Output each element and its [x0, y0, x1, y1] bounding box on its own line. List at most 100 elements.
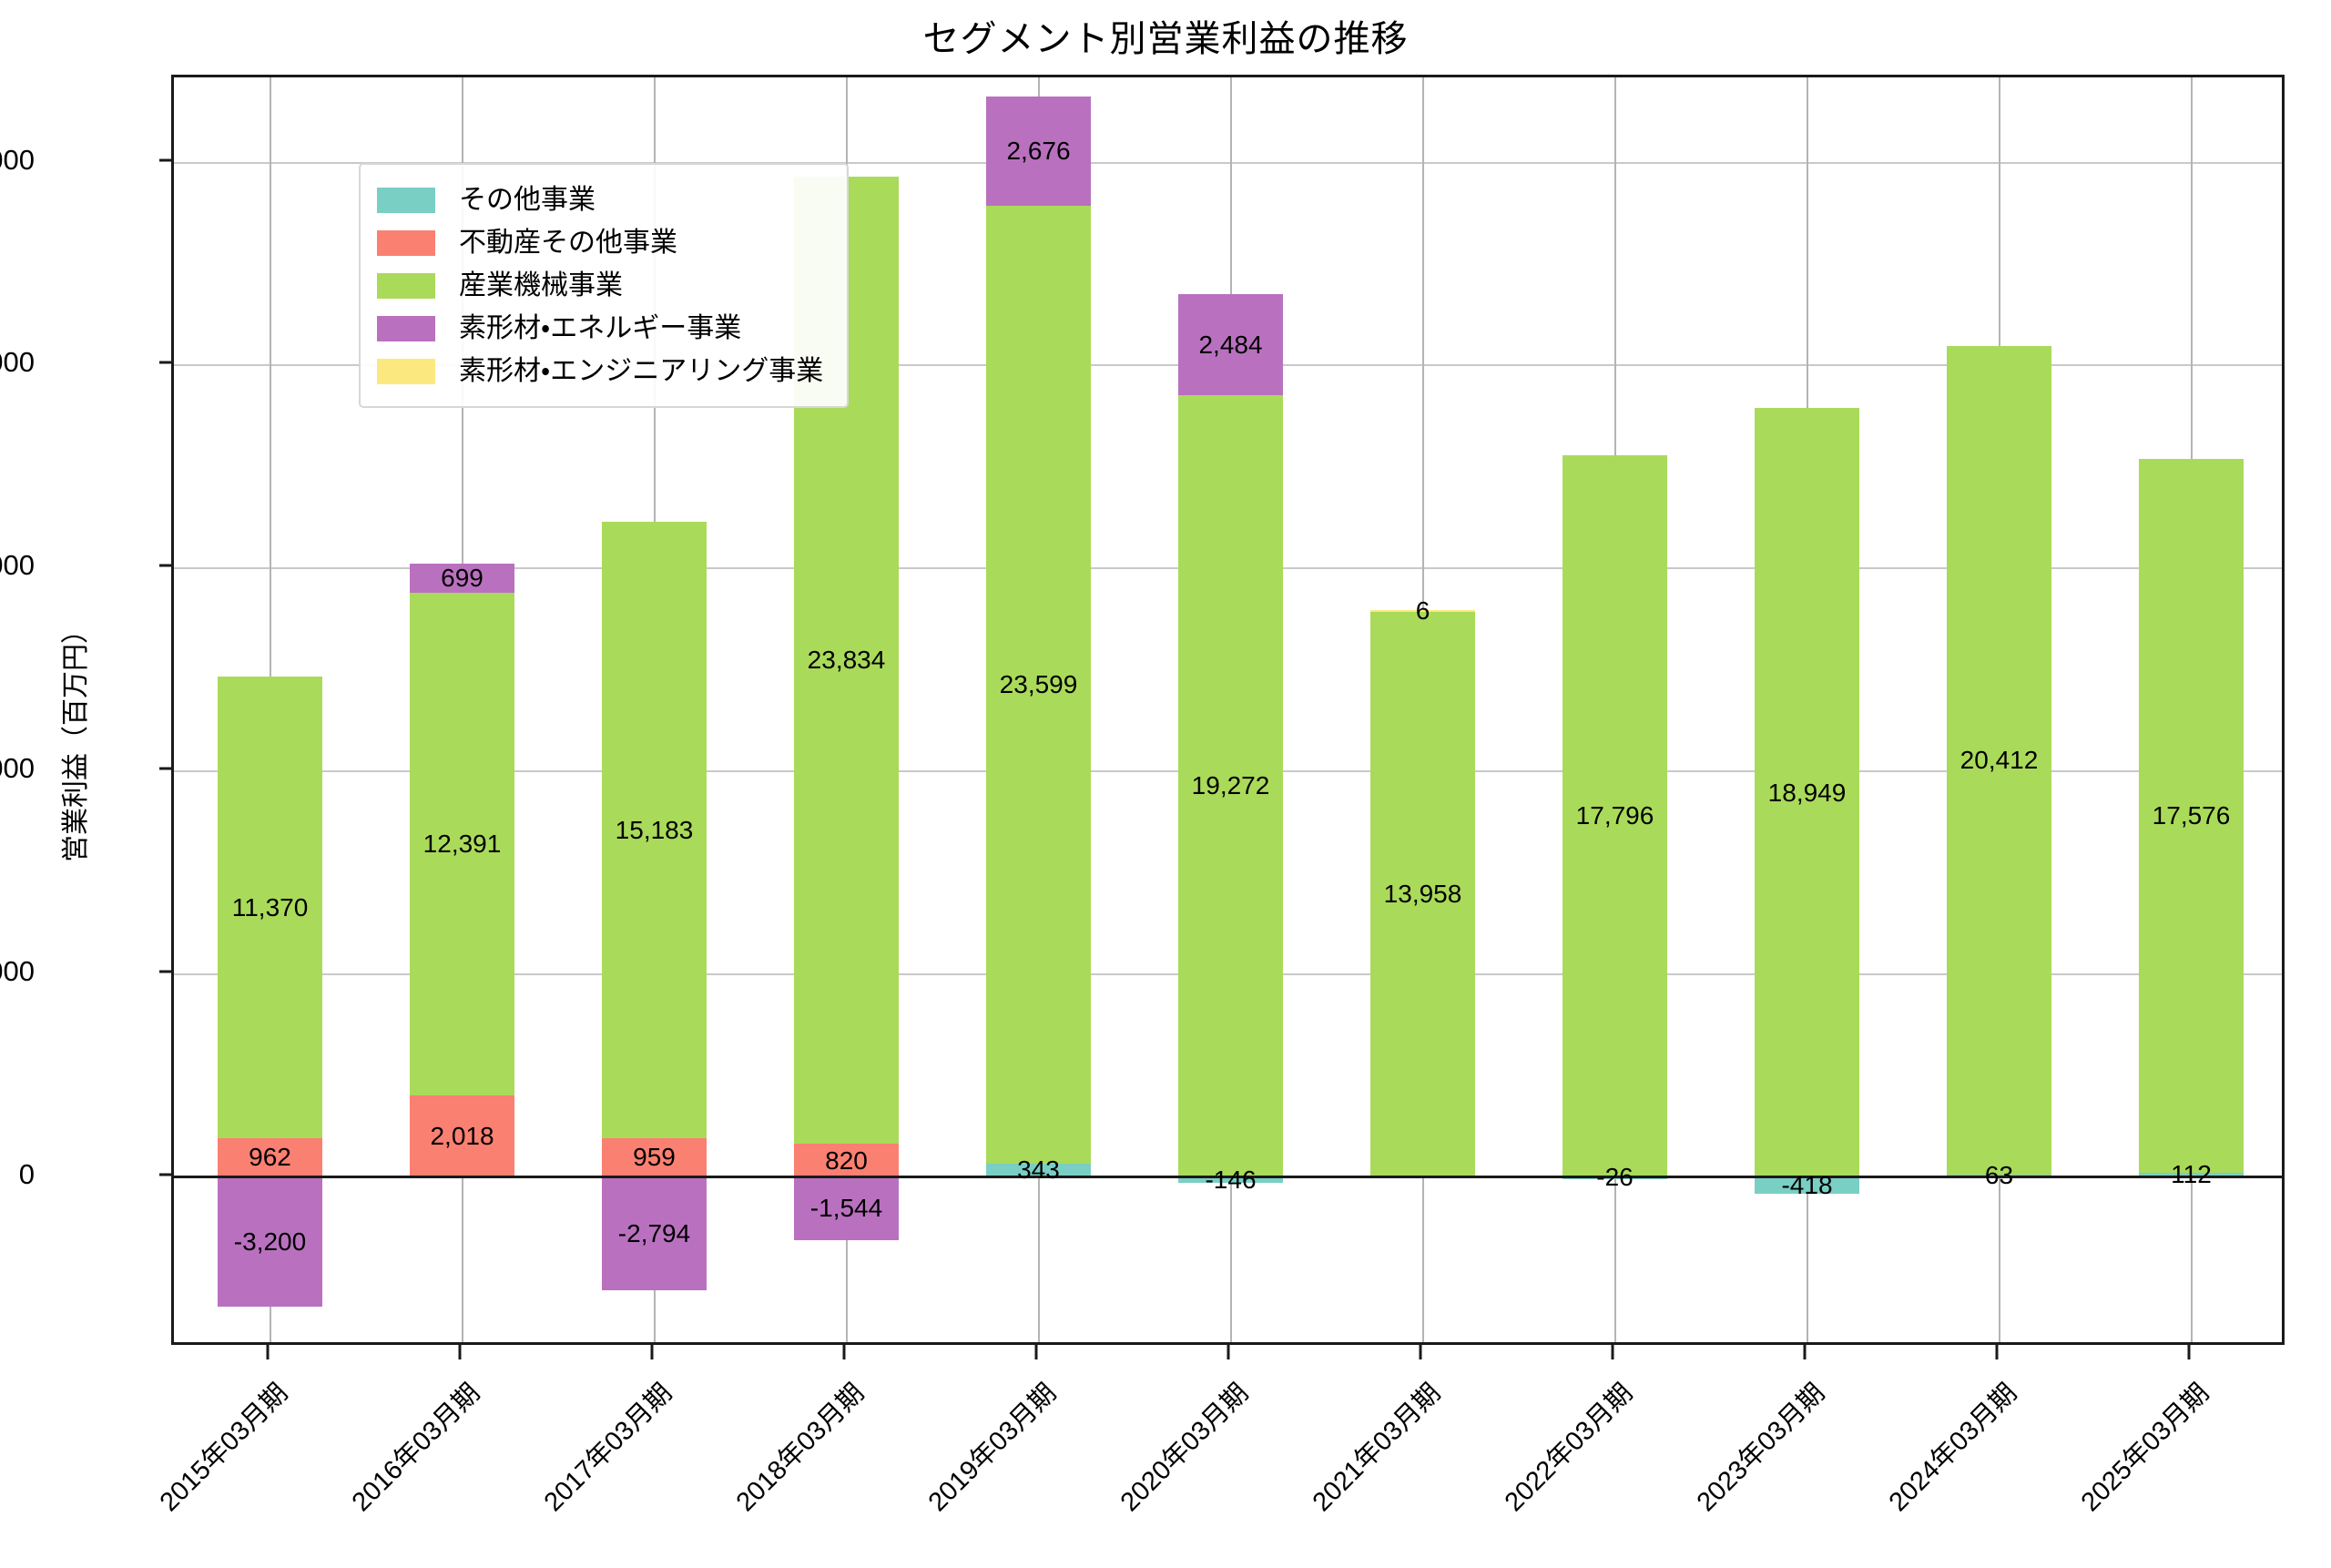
bar-segment[interactable] [1178, 294, 1283, 395]
y-tick-mark [159, 564, 172, 567]
y-tick-mark [159, 158, 172, 162]
x-tick-mark [2187, 1345, 2190, 1359]
bar-value-label: 959 [633, 1143, 676, 1172]
x-tick-label: 2019年03月期 [922, 1378, 1062, 1518]
y-tick-label: 10,000 [0, 752, 35, 785]
x-tick-mark [266, 1345, 269, 1359]
x-tick-mark [458, 1345, 461, 1359]
y-tick-label: 15,000 [0, 549, 35, 582]
y-axis-label: 営業利益（百万円） [61, 616, 91, 862]
bar-segment[interactable] [1370, 610, 1475, 613]
bar-value-label: 19,272 [1191, 771, 1270, 800]
x-tick-label: 2016年03月期 [346, 1378, 485, 1518]
legend-item[interactable]: 素形材・エンジニアリング事業 [377, 350, 823, 392]
x-tick-mark [1611, 1345, 1613, 1359]
bar-segment[interactable] [602, 522, 707, 1139]
legend-item[interactable]: 産業機械事業 [377, 264, 823, 307]
bar-value-label: -2,794 [617, 1219, 691, 1248]
legend-item-label: 素形材・エンジニアリング事業 [459, 355, 824, 386]
bar-segment[interactable] [2139, 459, 2244, 1173]
bar-segment[interactable] [410, 592, 514, 1095]
bar-value-label: -418 [1781, 1171, 1833, 1200]
bar-value-label: 23,834 [807, 646, 886, 675]
legend-swatch-icon [377, 315, 435, 341]
bar-segment[interactable] [602, 1176, 707, 1291]
bar-value-label: 23,599 [999, 669, 1078, 698]
legend: その他事業不動産その他事業 産業機械事業素形材・エネルギー事業素形材・エンジニアリ… [359, 163, 850, 408]
bar-value-label: 2,018 [430, 1121, 494, 1150]
bar-segment[interactable] [794, 1176, 899, 1240]
page-title: セグメント別営業利益の推移 [922, 19, 1409, 59]
bar-value-label: -1,544 [809, 1194, 883, 1223]
bar-segment[interactable] [1947, 346, 2051, 1175]
bar-value-label: 2,484 [1198, 330, 1263, 359]
legend-item[interactable]: 素形材・エネルギー事業 [377, 307, 823, 350]
legend-swatch-icon [377, 272, 435, 299]
bar-segment[interactable] [410, 1095, 514, 1177]
bar-segment[interactable] [2139, 1172, 2244, 1177]
bar-value-label: 17,576 [2152, 801, 2231, 830]
x-tick-label: 2024年03月期 [1883, 1378, 2022, 1518]
x-tick-mark [1419, 1345, 1421, 1359]
x-tick-label: 2018年03月期 [730, 1378, 870, 1518]
legend-item-label: その他事業 [459, 184, 595, 215]
legend-swatch-icon [377, 358, 435, 384]
x-tick-mark [1227, 1345, 1229, 1359]
y-tick-label: 0 [18, 1157, 35, 1190]
legend-swatch-icon [377, 229, 435, 256]
bar-segment[interactable] [794, 1144, 899, 1177]
x-tick-label: 2022年03月期 [1499, 1378, 1638, 1518]
x-tick-label: 2020年03月期 [1115, 1378, 1254, 1518]
bar-value-label: -146 [1205, 1166, 1257, 1195]
bar-segment[interactable] [986, 1163, 1091, 1177]
bar-segment[interactable] [602, 1138, 707, 1177]
bar-value-label: 6 [1415, 596, 1430, 625]
bar-segment[interactable] [986, 205, 1091, 1164]
legend-item[interactable]: その他事業 [377, 178, 823, 221]
bar-segment[interactable] [1755, 408, 1859, 1177]
x-tick-mark [1995, 1345, 1998, 1359]
legend-swatch-icon [377, 187, 435, 213]
y-tick-mark [159, 767, 172, 770]
bar-value-label: 12,391 [422, 829, 502, 858]
bar-value-label: 699 [441, 564, 484, 593]
bar-value-label: 820 [825, 1145, 868, 1175]
x-tick-label: 2023年03月期 [1691, 1378, 1830, 1518]
bar-value-label: 13,958 [1383, 879, 1462, 908]
bar-value-label: 343 [1017, 1156, 1060, 1185]
zero-line [174, 1176, 2282, 1179]
bar-segment[interactable] [1178, 394, 1283, 1177]
x-tick-label: 2017年03月期 [538, 1378, 677, 1518]
bar-segment[interactable] [1755, 1176, 1859, 1195]
gridline-horizontal [174, 161, 2282, 164]
x-tick-mark [1034, 1345, 1037, 1359]
bar-value-label: 112 [2171, 1160, 2212, 1189]
bar-value-label: 2,676 [1006, 137, 1071, 166]
bar-segment[interactable] [218, 1137, 322, 1177]
x-tick-mark [842, 1345, 845, 1359]
bar-value-label: 20,412 [1959, 746, 2039, 775]
bar-segment[interactable] [410, 564, 514, 593]
x-tick-label: 2015年03月期 [154, 1378, 293, 1518]
legend-item-label: 産業機械事業 [459, 270, 623, 300]
x-tick-mark [650, 1345, 653, 1359]
bar-segment[interactable] [218, 1176, 322, 1308]
bar-value-label: 63 [1984, 1161, 2014, 1190]
legend-item[interactable]: 不動産その他事業 [377, 221, 823, 264]
bar-value-label: -3,200 [233, 1227, 307, 1257]
plot-inner: 962 11,370 -3,200 2,018 12,391 699 959 15,183 -2… [174, 77, 2282, 1342]
x-tick-mark [1803, 1345, 1806, 1359]
x-tick-label: 2025年03月期 [2075, 1378, 2214, 1518]
bar-segment[interactable] [1370, 610, 1475, 1177]
bar-segment[interactable] [1178, 1176, 1283, 1184]
bar-value-label: 962 [249, 1143, 291, 1172]
legend-item-label: 素形材・エネルギー事業 [459, 312, 742, 343]
legend-item-label: 不動産その他事業 [459, 227, 677, 258]
bar-segment[interactable] [1562, 454, 1667, 1177]
y-tick-label: 5,000 [0, 954, 35, 987]
bar-segment[interactable] [986, 97, 1091, 206]
x-tick-label: 2021年03月期 [1307, 1378, 1446, 1518]
plot-area: 962 11,370 -3,200 2,018 12,391 699 959 15,183 -2… [171, 75, 2285, 1345]
bar-segment[interactable] [218, 677, 322, 1138]
